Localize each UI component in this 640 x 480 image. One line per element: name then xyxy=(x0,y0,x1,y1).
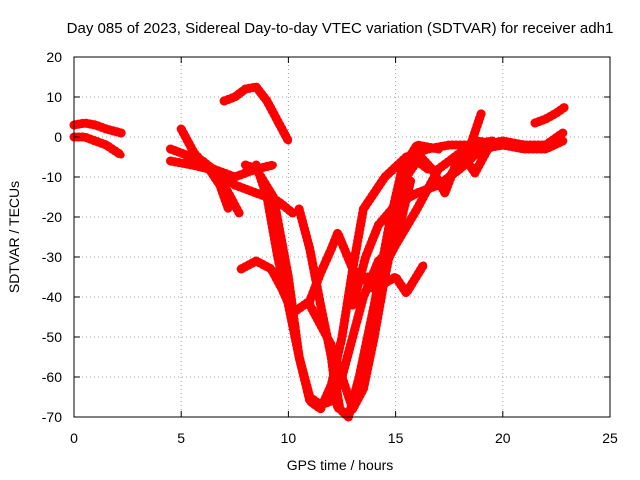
data-series-markers xyxy=(472,136,568,154)
x-tick-label: 25 xyxy=(602,430,618,446)
data-series-markers xyxy=(305,156,433,414)
y-tick-label: -10 xyxy=(42,169,62,185)
x-tick-label: 15 xyxy=(388,430,404,446)
data-series-markers xyxy=(326,140,443,422)
x-tick-label: 10 xyxy=(281,430,297,446)
data-series-markers xyxy=(69,132,126,160)
y-tick-label: -40 xyxy=(42,289,62,305)
data-series-markers xyxy=(69,118,126,138)
x-axis-label: GPS time / hours xyxy=(287,457,394,473)
data-series-markers xyxy=(444,128,568,182)
data-series-markers xyxy=(348,140,508,310)
y-tick-label: 20 xyxy=(46,49,62,65)
y-axis-label: SDTVAR / TECUs xyxy=(6,181,22,293)
x-tick-label: 5 xyxy=(177,430,185,446)
y-tick-label: -20 xyxy=(42,209,62,225)
y-tick-label: -30 xyxy=(42,249,62,265)
x-tick-label: 20 xyxy=(495,430,511,446)
x-tick-label: 0 xyxy=(70,430,78,446)
y-tick-label: 0 xyxy=(54,129,62,145)
data-series-markers xyxy=(236,228,428,318)
chart-title: Day 085 of 2023, Sidereal Day-to-day VTE… xyxy=(67,20,614,37)
y-tick-label: 10 xyxy=(46,89,62,105)
y-tick-label: -60 xyxy=(42,369,62,385)
y-tick-label: -50 xyxy=(42,329,62,345)
data-series-group xyxy=(69,82,570,422)
plot-frame xyxy=(73,56,611,418)
data-series-markers xyxy=(530,102,570,128)
data-series-markers xyxy=(358,136,508,282)
y-tick-label: -70 xyxy=(42,409,62,425)
axis-ticks: 0 5 10 15 20 25 20 10 0 -10 -20 -30 -40 -50 -60 -70 xyxy=(42,49,618,446)
data-series-markers xyxy=(219,82,293,146)
